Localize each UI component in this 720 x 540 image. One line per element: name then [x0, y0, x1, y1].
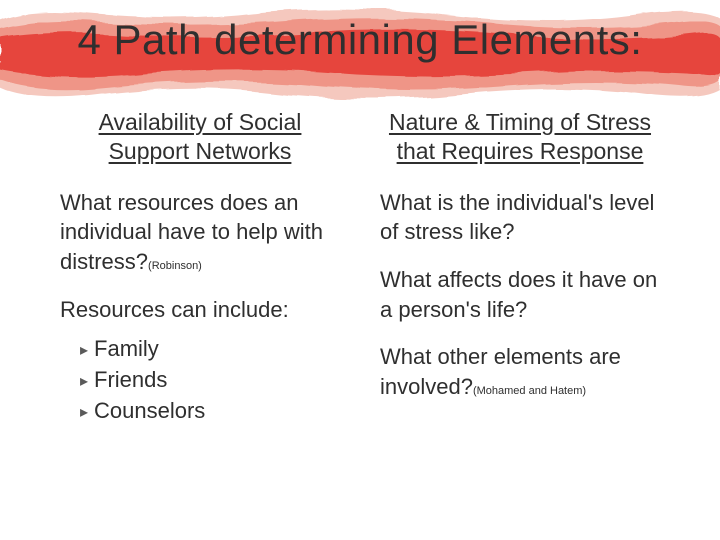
right-para-1: What is the individual's level of stress… [380, 188, 660, 247]
left-heading: Availability of Social Support Networks [60, 108, 340, 166]
list-item: Friends [80, 365, 340, 396]
resources-list: Family Friends Counselors [80, 334, 340, 426]
list-item: Counselors [80, 396, 340, 427]
slide-title: 4 Path determining Elements: [0, 16, 720, 64]
right-column: Nature & Timing of Stress that Requires … [380, 108, 660, 427]
list-item: Family [80, 334, 340, 365]
left-p1-cite: (Robinson) [148, 260, 202, 272]
columns-container: Availability of Social Support Networks … [60, 108, 660, 427]
left-column: Availability of Social Support Networks … [60, 108, 340, 427]
right-para-2: What affects does it have on a person's … [380, 265, 660, 324]
right-heading: Nature & Timing of Stress that Requires … [380, 108, 660, 166]
right-para-3: What other elements are involved?(Mohame… [380, 342, 660, 401]
left-para-1: What resources does an individual have t… [60, 188, 340, 277]
right-p3-cite: (Mohamed and Hatem) [473, 385, 586, 397]
left-para-2: Resources can include: [60, 295, 340, 325]
